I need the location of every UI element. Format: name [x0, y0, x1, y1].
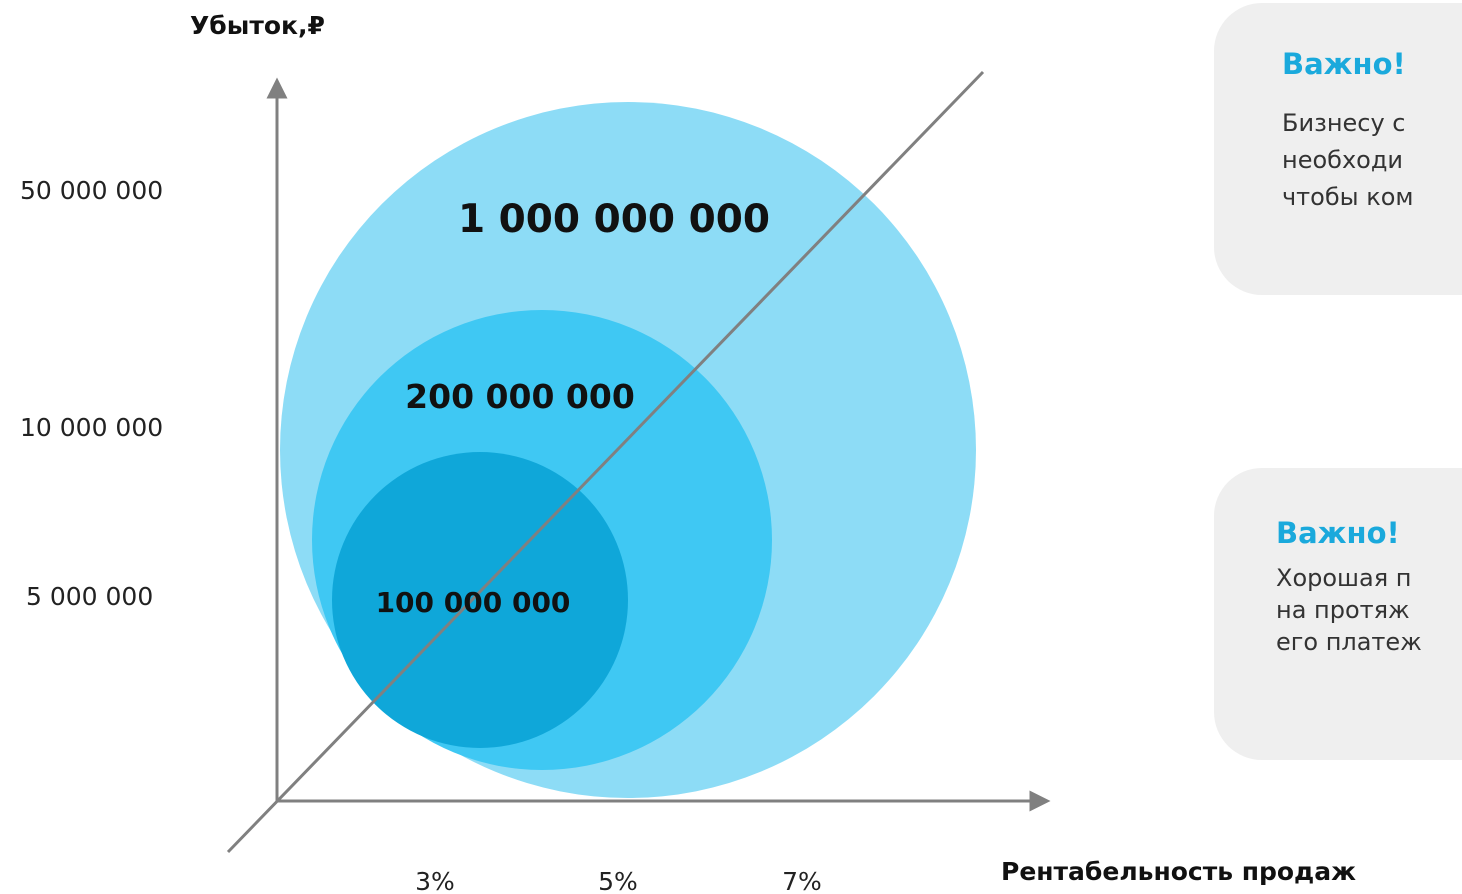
note-card: Важно! Бизнесу с необходи чтобы ком: [1214, 3, 1462, 295]
y-tick-label: 50 000 000: [20, 176, 163, 205]
x-tick-label: 5%: [598, 867, 638, 894]
note-line: Бизнесу с: [1282, 109, 1406, 137]
note-title: Важно!: [1282, 47, 1406, 81]
x-axis-title: Рентабельность продаж: [1001, 857, 1356, 886]
note-line: чтобы ком: [1282, 183, 1414, 211]
note-line: его платеж: [1276, 628, 1422, 656]
note-card: Важно! Хорошая п на протяж его платеж: [1214, 468, 1462, 760]
bubble-label-large: 1 000 000 000: [458, 197, 770, 242]
x-tick-label: 3%: [415, 867, 455, 894]
note-title: Важно!: [1276, 516, 1400, 550]
y-axis-title: Убыток,₽: [190, 11, 325, 40]
note-line: на протяж: [1276, 596, 1410, 624]
note-line: необходи: [1282, 146, 1404, 174]
diagonal-axis-line: [226, 70, 985, 854]
x-tick-label: 7%: [782, 867, 822, 894]
bubble-label-medium: 200 000 000: [405, 377, 635, 416]
note-line: Хорошая п: [1276, 564, 1412, 592]
y-tick-label: 5 000 000: [26, 582, 153, 611]
y-tick-label: 10 000 000: [20, 413, 163, 442]
bubble-label-small: 100 000 000: [376, 586, 571, 619]
bubble-small: [332, 452, 628, 748]
